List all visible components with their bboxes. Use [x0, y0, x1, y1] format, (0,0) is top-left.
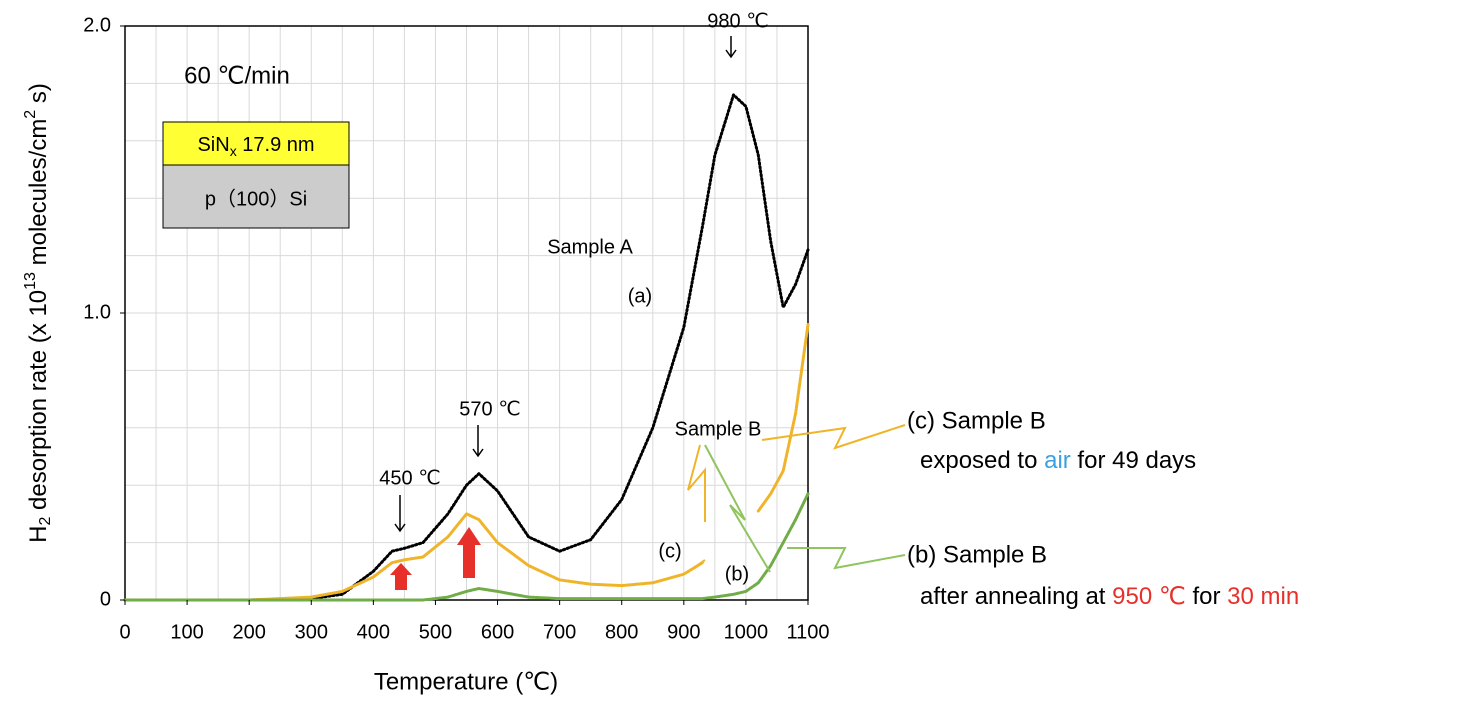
- note-text: after annealing at 950 ℃ for 30 min: [920, 583, 1299, 610]
- peak-arrow: [472, 425, 484, 458]
- x-tick-label: 900: [667, 621, 700, 643]
- series-label: (a): [628, 285, 652, 307]
- rate-label: 60 ℃/min: [184, 62, 290, 89]
- leader: [687, 444, 706, 522]
- x-tick-label: 200: [232, 621, 265, 643]
- x-tick-label: 600: [481, 621, 514, 643]
- substrate-layer: [162, 164, 350, 229]
- note-title: (b) Sample B: [907, 541, 1047, 568]
- ylabel-part: desorption rate (x 10: [25, 290, 52, 517]
- peak-arrow: [725, 36, 737, 59]
- note-part: air: [1044, 447, 1071, 474]
- x-tick-label: 1000: [724, 621, 769, 643]
- film-subscript: x: [230, 143, 237, 159]
- leader: [787, 547, 906, 570]
- note-part: after annealing at: [920, 583, 1112, 610]
- y-axis-label: H2 desorption rate (x 1013 molecules/cm2…: [22, 83, 54, 543]
- red-arrow: [457, 527, 481, 578]
- film-layer: [162, 121, 350, 166]
- note-part: 30 min: [1227, 583, 1299, 610]
- series-label: (c): [658, 540, 681, 562]
- x-tick-label: 300: [295, 621, 328, 643]
- peak-label: 980 ℃: [707, 10, 768, 32]
- x-tick-label: 1100: [786, 621, 829, 643]
- series-line: [123, 492, 810, 602]
- y-tick-label: 2.0: [83, 14, 111, 36]
- ylabel-part: 2: [37, 517, 54, 526]
- film-thickness: 17.9 nm: [237, 134, 315, 156]
- series-name: Sample A: [547, 236, 633, 258]
- ylabel-part: H: [25, 526, 52, 543]
- peak-arrow: [394, 495, 406, 533]
- x-tick-label: 700: [543, 621, 576, 643]
- series-group: [123, 93, 810, 602]
- note-part: for 49 days: [1071, 447, 1196, 474]
- ylabel-part: s): [25, 83, 52, 110]
- series-name: Sample B: [675, 418, 762, 440]
- x-tick-label: 0: [119, 621, 130, 643]
- leader: [761, 424, 906, 450]
- substrate-label: p（100）Si: [205, 187, 307, 210]
- ylabel-part: molecules/cm: [25, 119, 52, 272]
- x-tick-label: 500: [419, 621, 452, 643]
- ylabel-part: 2: [22, 110, 39, 119]
- x-axis-label: Temperature (℃): [374, 668, 558, 695]
- note-text: exposed to air for 49 days: [920, 447, 1196, 474]
- x-tick-label: 400: [357, 621, 390, 643]
- y-tick-label: 1.0: [83, 301, 111, 323]
- series-label: (b): [725, 563, 749, 585]
- series-line: [123, 323, 810, 602]
- note-part: 950 ℃: [1112, 583, 1186, 610]
- note-part: for: [1186, 583, 1227, 610]
- note-part: exposed to: [920, 447, 1044, 474]
- leader: [687, 559, 706, 573]
- leader: [704, 444, 771, 573]
- film-label: SiNx 17.9 nm: [197, 134, 314, 158]
- x-tick-label: 100: [170, 621, 203, 643]
- note-title: (c) Sample B: [907, 407, 1046, 434]
- red-arrow: [390, 563, 412, 590]
- peak-label: 450 ℃: [379, 467, 440, 489]
- ylabel-part: 13: [22, 272, 39, 290]
- film: SiN: [197, 134, 229, 156]
- x-tick-label: 800: [605, 621, 638, 643]
- y-tick-label: 0: [100, 588, 111, 610]
- peak-label: 570 ℃: [459, 398, 520, 420]
